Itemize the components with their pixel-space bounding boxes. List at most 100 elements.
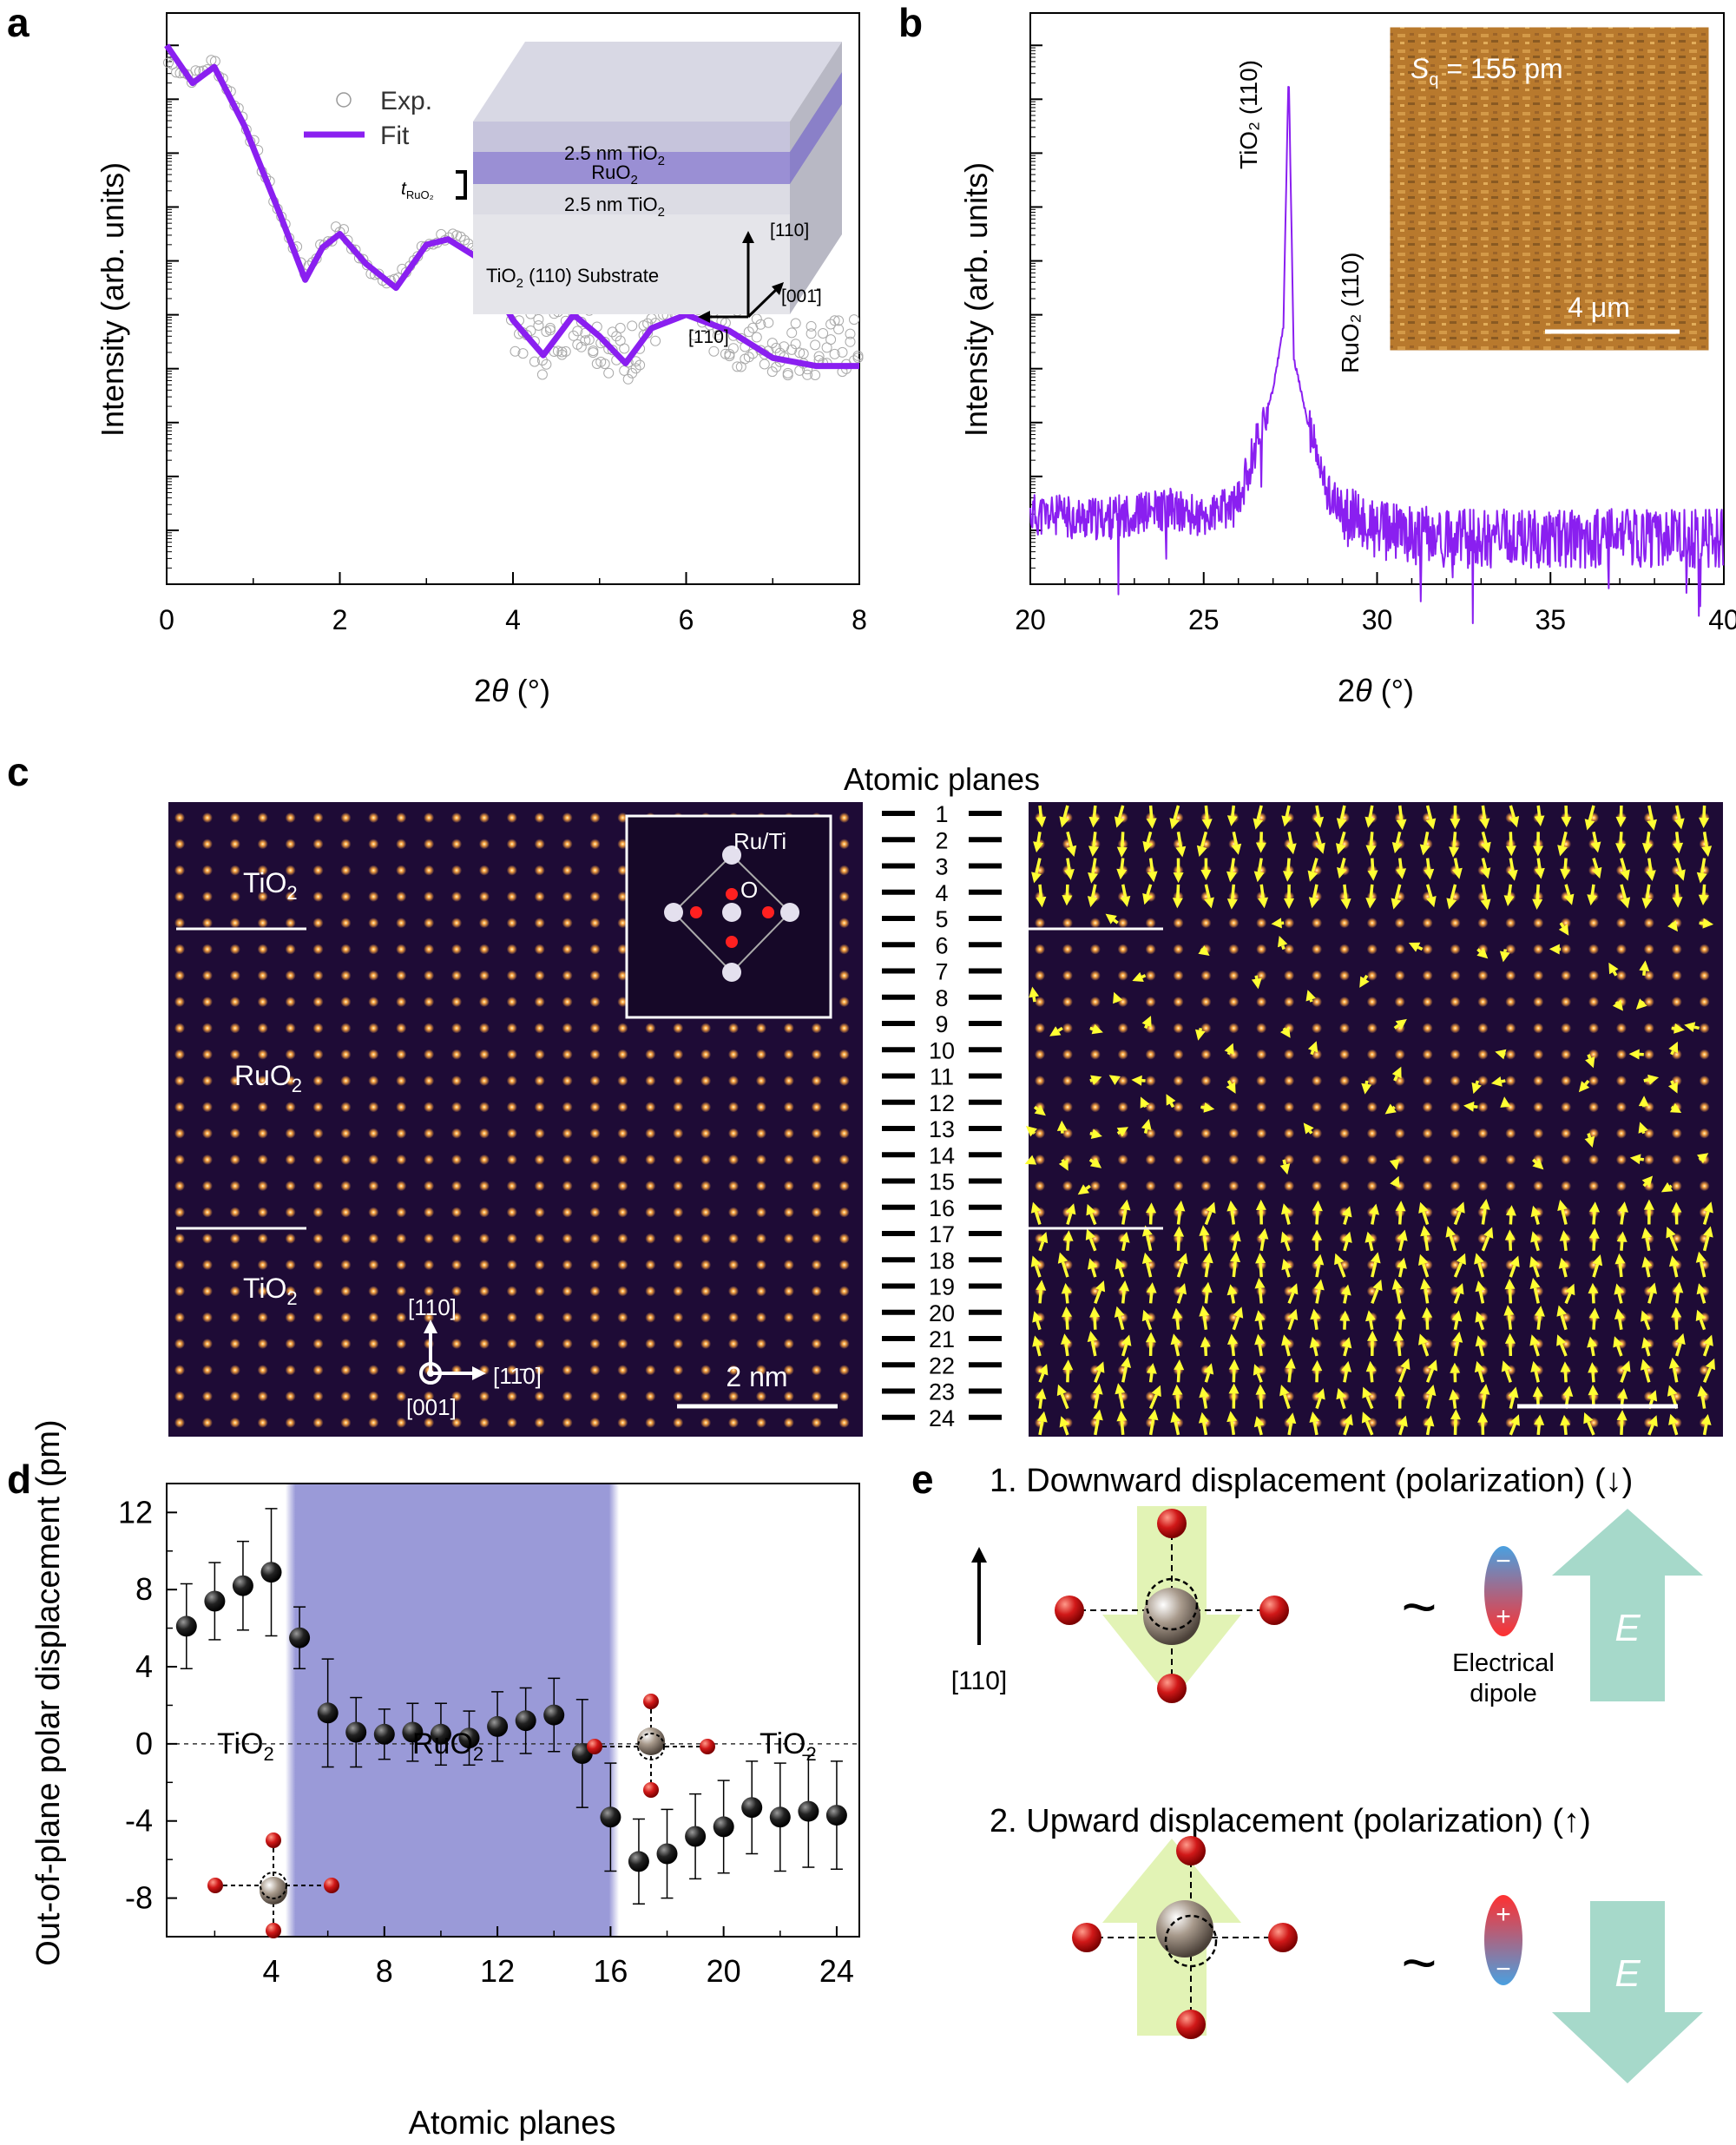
displacement-arrowhead <box>1119 1231 1130 1243</box>
atom-column <box>451 1023 462 1034</box>
atom-column <box>451 997 462 1008</box>
exp-point <box>786 344 798 355</box>
atom-column <box>700 1023 712 1034</box>
displacement-arrowhead <box>1280 1026 1291 1038</box>
displacement-arrowhead <box>1281 1334 1292 1346</box>
displacement-arrowhead <box>1617 1388 1628 1399</box>
displacement-arrow <box>1254 975 1259 979</box>
atom-column <box>451 1233 462 1244</box>
displacement-arrowhead <box>1308 897 1319 909</box>
displacement-arrow <box>1425 1317 1430 1330</box>
exp-point <box>627 320 638 332</box>
atom-column <box>562 1391 573 1402</box>
displacement-arrowhead <box>1195 1029 1206 1041</box>
displacement-arrowhead <box>1396 819 1407 831</box>
field-label-2: E <box>1614 1952 1641 1995</box>
dir-label: [110] <box>951 1667 1008 1695</box>
displacement-arrow <box>1591 1372 1595 1383</box>
atom-column <box>1366 1076 1378 1086</box>
displacement-arrow <box>1146 831 1153 843</box>
atom-column <box>1450 1076 1461 1086</box>
atom-column <box>506 1049 517 1060</box>
displacement-arrowhead <box>1281 815 1292 827</box>
displacement-arrow <box>1509 832 1513 846</box>
atom-column <box>617 865 628 876</box>
atom-column <box>1477 1076 1489 1086</box>
atom-column <box>617 1365 628 1376</box>
atom-column <box>1422 1154 1433 1165</box>
displacement-arrow <box>1670 1080 1675 1085</box>
displacement-arrow <box>1285 1267 1291 1278</box>
displacement-arrow <box>1670 1049 1675 1056</box>
displacement-arrowhead <box>1641 1175 1654 1188</box>
atom-column <box>478 1049 490 1060</box>
y-tick-label: 4 <box>135 1648 153 1684</box>
atom-column <box>673 1076 684 1086</box>
atom-column <box>506 1260 517 1271</box>
displacement-arrowhead <box>1588 1227 1600 1239</box>
atom-column <box>1450 944 1461 955</box>
atom-column <box>229 1154 240 1165</box>
exp-point <box>619 343 630 354</box>
atom-column <box>1366 1154 1378 1165</box>
atom-column <box>589 1365 601 1376</box>
displacement-arrowhead <box>1673 842 1684 854</box>
atom-column <box>838 1128 850 1139</box>
atom-column <box>396 1391 407 1402</box>
displacement-arrowhead <box>1062 1230 1074 1241</box>
atom-column <box>257 1286 268 1297</box>
atom-column <box>285 970 296 981</box>
atom-column <box>1615 1128 1627 1139</box>
exp-point <box>583 334 595 345</box>
atom-column <box>201 891 213 902</box>
displacement-arrowhead <box>1281 1203 1292 1215</box>
atom-column <box>1533 1076 1544 1086</box>
displacement-arrow <box>1176 832 1183 847</box>
atom-column <box>838 839 850 850</box>
atom-column <box>1366 944 1378 955</box>
atom-column <box>1699 944 1710 955</box>
displacement-arrow <box>1476 948 1482 953</box>
displacement-arrow <box>1226 1080 1233 1086</box>
displacement-arrowhead <box>1684 1022 1696 1032</box>
oxygen-top-2 <box>1176 1836 1206 1865</box>
atom-column <box>1366 1049 1378 1060</box>
atom-column <box>589 839 601 850</box>
displacement-arrow <box>1232 1261 1237 1278</box>
displacement-arrow <box>1176 1236 1180 1251</box>
displacement-arrow <box>1453 1292 1461 1305</box>
atom-column <box>1228 1102 1240 1113</box>
displacement-arrowhead <box>1667 920 1678 932</box>
atom-column <box>1588 918 1599 929</box>
displacement-arrow <box>1398 1367 1407 1383</box>
atom-column <box>728 1233 739 1244</box>
atom-column <box>673 1128 684 1139</box>
displacement-arrow <box>1592 1211 1596 1225</box>
displacement-arrow <box>1644 1319 1651 1331</box>
atom-column <box>368 1076 379 1086</box>
ruo2-layer <box>473 152 790 184</box>
displacement-arrowhead <box>1424 868 1435 880</box>
atom-column <box>755 1023 766 1034</box>
displacement-arrowhead <box>1499 951 1510 963</box>
atom-column <box>506 1391 517 1402</box>
thickness-bracket <box>456 170 467 200</box>
displacement-arrowhead <box>1557 1200 1568 1211</box>
exp-point <box>510 345 521 357</box>
x-tick-label: 20 <box>707 1953 741 1989</box>
data-point <box>204 1590 226 1612</box>
atom-column <box>1699 1181 1710 1192</box>
displacement-arrow <box>1204 1211 1213 1226</box>
displacement-arrow <box>1121 1241 1127 1252</box>
displacement-arrowhead <box>1418 1201 1429 1214</box>
displacement-arrowhead <box>1056 1384 1067 1397</box>
atom-column <box>368 1260 379 1271</box>
atom-column <box>1561 970 1572 981</box>
displacement-arrow <box>1363 974 1369 980</box>
atom-column <box>562 1339 573 1349</box>
atom-column <box>783 1102 794 1113</box>
displacement-arrow <box>1204 1372 1211 1383</box>
atom-column <box>257 1391 268 1402</box>
displacement-arrow <box>1453 1211 1462 1226</box>
